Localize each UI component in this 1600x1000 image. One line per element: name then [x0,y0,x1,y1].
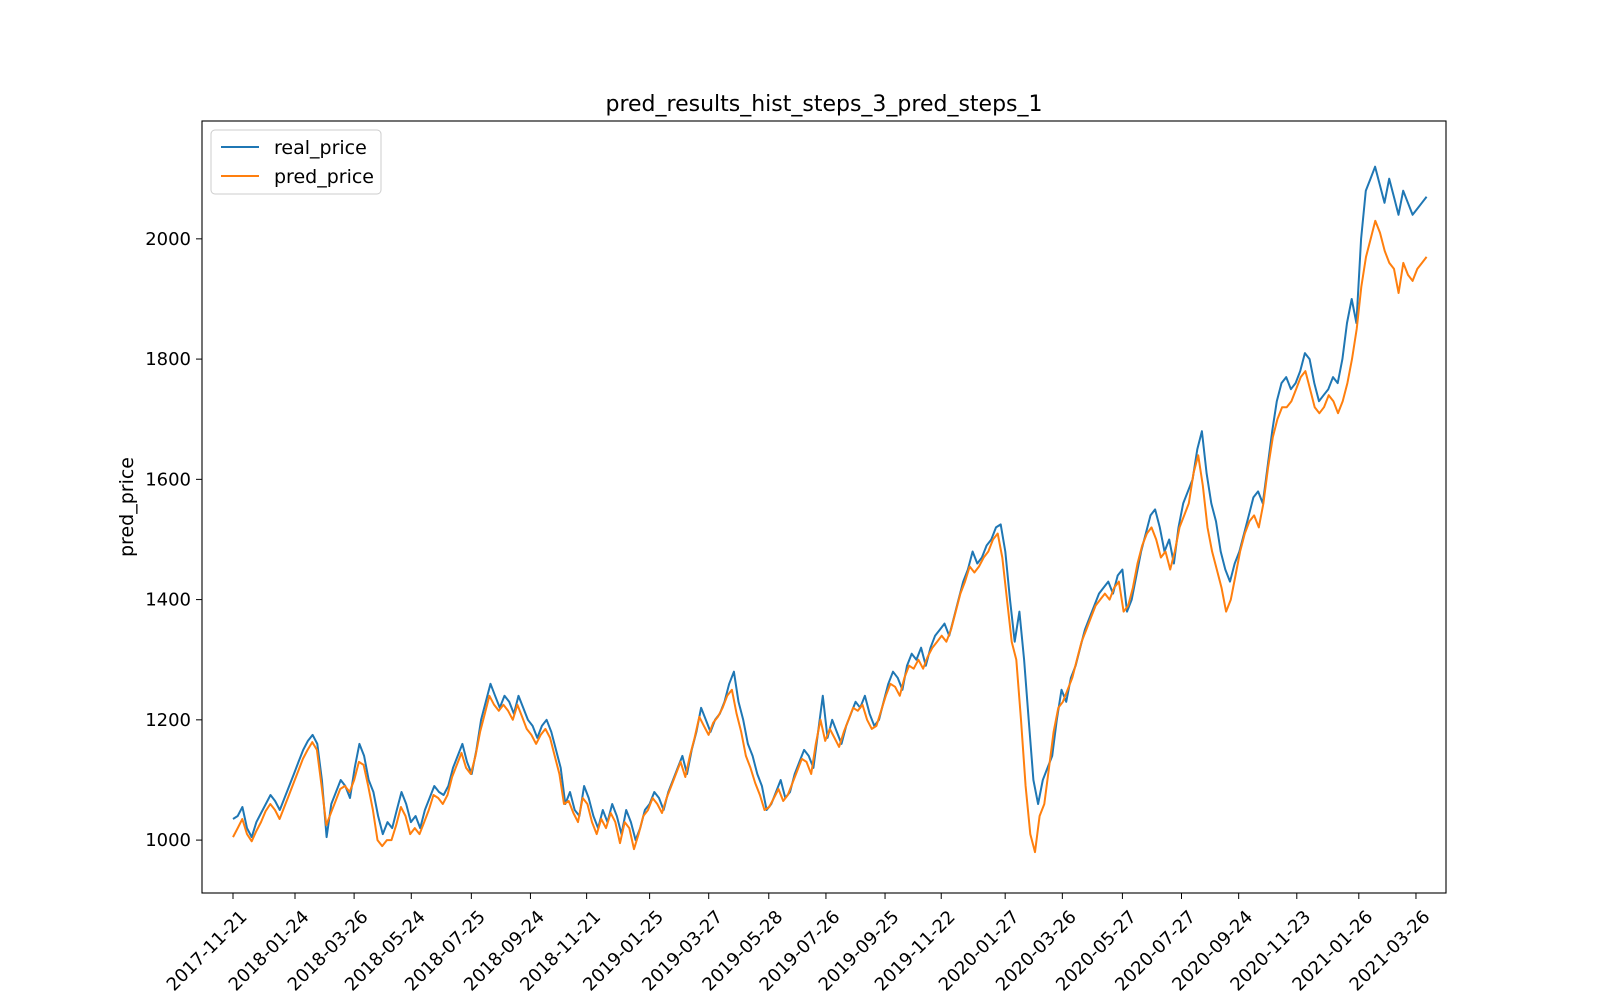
y-tick-label: 1400 [145,590,191,611]
series-line-pred_price [232,219,1428,854]
plot-frame [201,120,1447,894]
series-line-real_price [232,165,1428,842]
y-axis-ticks: 1000 1200 1400 1600 1800 2000 [145,229,202,851]
plot-area [232,165,1428,854]
y-tick-label: 1800 [145,349,191,370]
legend-label-pred_price: pred_price [274,166,374,188]
y-tick-label: 2000 [145,229,191,250]
axes: 2017-11-212018-01-242018-03-262018-05-24… [145,120,1447,995]
y-tick-label: 1600 [145,469,191,490]
legend: real_price pred_price [210,129,382,195]
chart-title: pred_results_hist_steps_3_pred_steps_1 [606,92,1043,117]
y-tick-label: 1200 [145,710,191,731]
legend-label-real_price: real_price [274,137,367,159]
x-axis-ticks: 2017-11-212018-01-242018-03-262018-05-24… [163,893,1434,995]
y-axis-label: pred_price [116,457,138,557]
y-tick-label: 1000 [145,830,191,851]
